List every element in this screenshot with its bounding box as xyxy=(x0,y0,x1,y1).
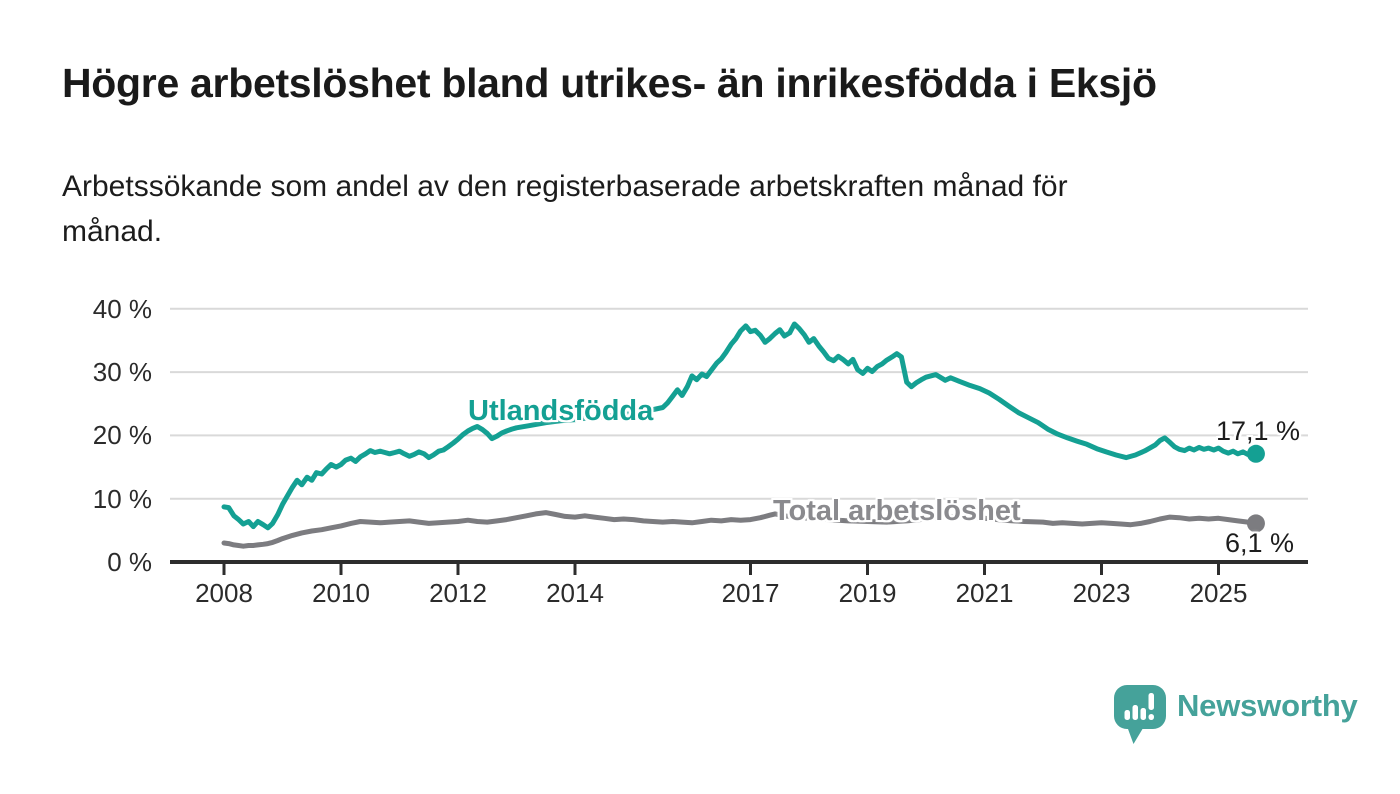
x-tick-label-2019: 2019 xyxy=(838,578,897,608)
x-tick-label-2008: 2008 xyxy=(195,578,253,608)
series-line-0 xyxy=(221,321,1259,531)
series-end-dot-1 xyxy=(1246,514,1265,533)
x-tick-label-2012: 2012 xyxy=(429,578,487,608)
end-value-label-utlandsfodda: 17,1 % xyxy=(1216,416,1301,446)
page-title: Högre arbetslöshet bland utrikes- än inr… xyxy=(62,60,1157,106)
newsworthy-logo-text: Newsworthy xyxy=(1177,688,1358,723)
x-tick-label-2021: 2021 xyxy=(955,578,1014,608)
x-tick-label-2014: 2014 xyxy=(546,578,604,608)
series-label-utlandsfodda: Utlandsfödda xyxy=(468,395,654,427)
y-tick-label-40: 40 % xyxy=(92,293,152,324)
x-tick-label-2017: 2017 xyxy=(721,578,780,608)
y-tick-label-20: 20 % xyxy=(92,420,152,451)
series-line-1 xyxy=(221,510,1259,549)
y-tick-label-30: 30 % xyxy=(92,357,152,388)
x-tick-label-2025: 2025 xyxy=(1189,578,1248,608)
newsworthy-speech-bubble-chart-icon xyxy=(1114,685,1166,744)
y-tick-label-0: 0 % xyxy=(107,547,152,577)
series-end-dot-0 xyxy=(1246,444,1265,463)
series-label-total-arbetsloshet: Total arbetslöshet xyxy=(773,495,1021,527)
chart-subtitle: Arbetssökande som andel av den registerb… xyxy=(62,170,1068,248)
end-value-label-total-arbetsloshet: 6,1 % xyxy=(1225,528,1295,558)
x-tick-label-2010: 2010 xyxy=(312,578,370,608)
newsworthy-logo: Newsworthy xyxy=(1113,684,1400,748)
x-tick-label-2023: 2023 xyxy=(1072,578,1131,608)
y-tick-label-10: 10 % xyxy=(92,483,152,514)
y-axis-labels: 0 % 10 % 20 % 30 % 40 % xyxy=(0,0,152,794)
